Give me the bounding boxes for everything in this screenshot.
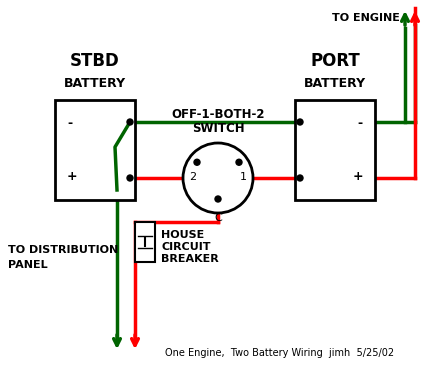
Text: -: - bbox=[358, 118, 363, 131]
Circle shape bbox=[194, 159, 200, 165]
Text: SWITCH: SWITCH bbox=[192, 122, 244, 135]
Text: STBD: STBD bbox=[70, 52, 120, 70]
Circle shape bbox=[127, 175, 133, 181]
Text: 1: 1 bbox=[239, 172, 247, 182]
Bar bbox=[135, 222, 155, 262]
Circle shape bbox=[183, 143, 253, 213]
Text: PANEL: PANEL bbox=[8, 260, 48, 270]
Circle shape bbox=[127, 119, 133, 125]
Bar bbox=[295, 100, 375, 200]
Text: HOUSE: HOUSE bbox=[161, 230, 204, 240]
Circle shape bbox=[297, 175, 303, 181]
Text: C: C bbox=[214, 213, 222, 223]
Text: PORT: PORT bbox=[310, 52, 360, 70]
Text: BREAKER: BREAKER bbox=[161, 254, 219, 264]
Text: 2: 2 bbox=[190, 172, 197, 182]
Text: TO DISTRIBUTION: TO DISTRIBUTION bbox=[8, 245, 118, 255]
Text: OFF-1-BOTH-2: OFF-1-BOTH-2 bbox=[171, 108, 265, 121]
Circle shape bbox=[297, 119, 303, 125]
Text: +: + bbox=[352, 169, 363, 182]
Text: -: - bbox=[67, 118, 72, 131]
Circle shape bbox=[236, 159, 242, 165]
Text: TO ENGINE: TO ENGINE bbox=[332, 13, 400, 23]
Text: BATTERY: BATTERY bbox=[304, 77, 366, 90]
Text: BATTERY: BATTERY bbox=[64, 77, 126, 90]
Bar bbox=[55, 100, 135, 200]
Circle shape bbox=[215, 196, 221, 202]
Text: One Engine,  Two Battery Wiring  jimh  5/25/02: One Engine, Two Battery Wiring jimh 5/25… bbox=[165, 348, 395, 358]
Text: CIRCUIT: CIRCUIT bbox=[161, 242, 210, 252]
Text: +: + bbox=[67, 169, 78, 182]
